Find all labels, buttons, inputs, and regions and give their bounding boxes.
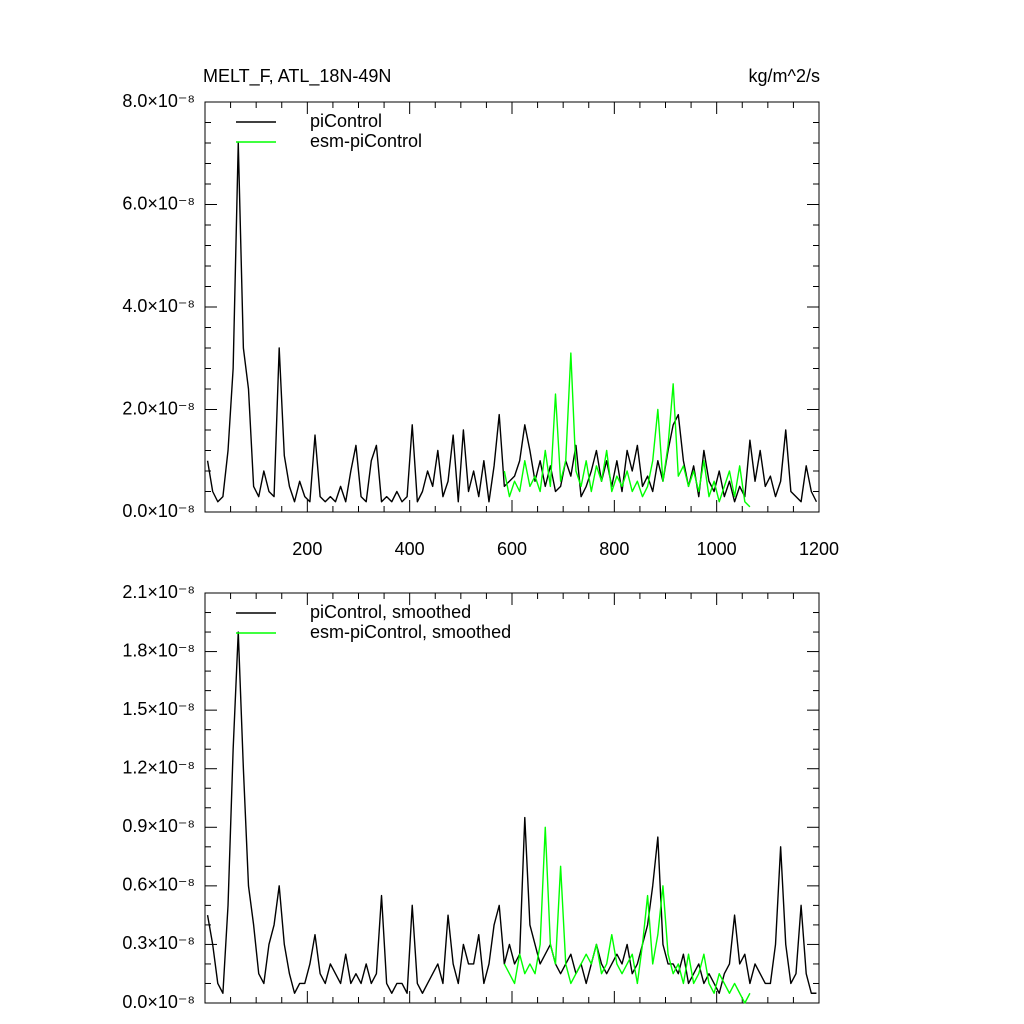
y-tick-label: 0.0×10⁻⁸: [122, 501, 195, 521]
y-tick-label: 0.6×10⁻⁸: [122, 875, 195, 895]
x-tick-label: 600: [497, 539, 527, 559]
y-tick-label: 1.8×10⁻⁸: [122, 640, 195, 660]
y-tick-label: 2.1×10⁻⁸: [122, 582, 195, 602]
y-tick-label: 1.5×10⁻⁸: [122, 699, 195, 719]
plot-frame: [204, 101, 820, 513]
chart-title: MELT_F, ATL_18N-49N: [203, 66, 391, 87]
y-tick-label: 2.0×10⁻⁸: [122, 398, 195, 418]
y-tick-label: 0.0×10⁻⁸: [122, 992, 195, 1012]
x-tick-label: 1000: [697, 539, 737, 559]
legend-label: piControl: [310, 111, 382, 131]
legend-label: esm-piControl: [310, 131, 422, 151]
x-tick-label: 200: [292, 539, 322, 559]
legend-label: piControl, smoothed: [310, 602, 471, 622]
y-tick-label: 8.0×10⁻⁸: [122, 91, 195, 111]
data-line: [206, 631, 817, 994]
x-tick-label: 1200: [799, 539, 839, 559]
y-tick-label: 0.3×10⁻⁸: [122, 933, 195, 953]
x-tick-label: 800: [599, 539, 629, 559]
y-tick-label: 6.0×10⁻⁸: [122, 193, 195, 213]
data-line: [503, 352, 751, 508]
data-line: [503, 826, 751, 1004]
y-tick-label: 1.2×10⁻⁸: [122, 757, 195, 777]
data-line: [206, 142, 818, 503]
legend-label: esm-piControl, smoothed: [310, 622, 511, 642]
y-tick-label: 0.9×10⁻⁸: [122, 816, 195, 836]
plot-frame: [204, 592, 820, 1004]
units-label: kg/m^2/s: [749, 66, 820, 86]
y-tick-label: 4.0×10⁻⁸: [122, 296, 195, 316]
x-tick-label: 400: [395, 539, 425, 559]
